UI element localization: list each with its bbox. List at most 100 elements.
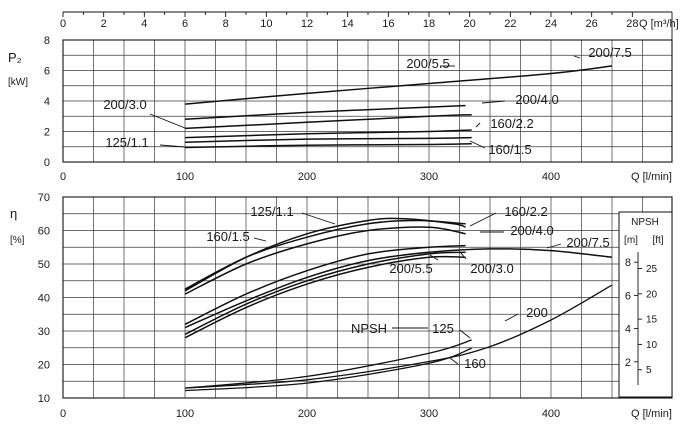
power-curve-125-1-1: [184, 142, 472, 149]
npsh-label-leader: [459, 329, 471, 339]
power-curve-200-5-5: [184, 65, 613, 105]
efficiency-curve-200-3-0: [184, 255, 466, 339]
npsh-ft-tick-label: 15: [646, 315, 658, 326]
power-curve-200-3-0: [184, 113, 472, 130]
power-label-leader: [159, 144, 186, 148]
top-flow-tick-label: 0: [60, 18, 66, 30]
power-y-tick-label: 4: [44, 96, 50, 108]
power-x-tick-label: 200: [298, 171, 316, 183]
efficiency-x-tick-label: 200: [298, 408, 316, 420]
efficiency-curve-160-1-5: [184, 226, 466, 295]
npsh-label-leader: [449, 357, 459, 365]
power-y-unit: [kW]: [8, 77, 28, 88]
power-y-symbol: P₂: [8, 50, 22, 65]
power-curve-160-2-2: [184, 129, 472, 139]
efficiency-label-leader: [469, 212, 497, 227]
efficiency-label-leader: [253, 237, 267, 242]
efficiency-y-tick-label: 40: [38, 293, 50, 305]
npsh-scale-box: [618, 211, 673, 398]
npsh-ft-tick-label: 10: [646, 340, 658, 351]
efficiency-curve-label: 200/7.5: [566, 235, 609, 250]
top-flow-tick-label: 24: [545, 18, 557, 30]
npsh-m-tick-label: 6: [625, 290, 631, 302]
power-x-tick-label: 400: [542, 171, 560, 183]
power-curve-label: 200/5.5: [406, 56, 449, 71]
npsh-curve-label: 125: [432, 321, 454, 336]
efficiency-label-leader: [546, 243, 562, 249]
power-panel-grid: [62, 39, 672, 163]
efficiency-x-tick-label: 100: [176, 408, 194, 420]
efficiency-label-leader: [429, 254, 439, 261]
top-flow-tick-label: 26: [586, 18, 598, 30]
power-x-tick-label: 100: [176, 171, 194, 183]
power-label-leader: [573, 55, 581, 59]
npsh-scale-title: NPSH: [631, 217, 659, 228]
power-curve-label: 200/4.0: [515, 92, 558, 107]
efficiency-curve-label: 200/3.0: [470, 261, 513, 276]
power-label-leader: [481, 100, 506, 104]
power-label-leader: [149, 113, 186, 129]
npsh-m-tick-label: 4: [625, 324, 631, 336]
efficiency-curve-label: 125/1.1: [250, 204, 293, 219]
efficiency-x-tick-label: 300: [420, 408, 438, 420]
efficiency-curve-label: 160/2.2: [504, 204, 547, 219]
power-curve-200-4-0: [184, 104, 466, 121]
efficiency-y-tick-label: 30: [38, 326, 50, 338]
npsh-ft-tick-label: 20: [646, 289, 658, 300]
efficiency-y-tick-label: 50: [38, 259, 50, 271]
top-flow-tick-label: 16: [382, 18, 394, 30]
efficiency-curve-200-5-5: [184, 251, 466, 336]
npsh-curve-160: [184, 347, 472, 392]
top-flow-tick-label: 12: [301, 18, 313, 30]
top-flow-tick-label: 4: [141, 18, 147, 30]
power-curve-label: 125/1.1: [105, 135, 148, 150]
npsh-curve-label: 200: [526, 305, 548, 320]
power-x-axis-label: Q [l/min]: [631, 171, 672, 183]
power-y-tick-label: 6: [44, 66, 50, 78]
npsh-m-tick-label: 8: [625, 257, 631, 269]
power-y-tick-label: 0: [44, 157, 50, 169]
efficiency-label-leader: [459, 251, 467, 260]
efficiency-x-axis-label: Q [l/min]: [631, 408, 672, 420]
npsh-label-leader: [504, 313, 519, 322]
npsh-curve-125: [184, 339, 472, 389]
power-curve-label: 160/2.2: [490, 116, 533, 131]
npsh-ft-tick-label: 5: [646, 365, 652, 376]
power-x-tick-label: 300: [420, 171, 438, 183]
efficiency-y-tick-label: 60: [38, 226, 50, 238]
power-curve-label: 200/7.5: [588, 45, 631, 60]
top-flow-tick-label: 18: [423, 18, 435, 30]
efficiency-curve-200-7-5: [184, 248, 613, 329]
top-flow-tick-label: 2: [101, 18, 107, 30]
efficiency-curve-label: 160/1.5: [206, 229, 249, 244]
power-y-tick-label: 8: [44, 35, 50, 47]
efficiency-x-tick-label: 400: [542, 408, 560, 420]
efficiency-label-leader: [301, 212, 336, 225]
npsh-ft-tick-label: 25: [646, 264, 658, 275]
top-flow-tick-label: 6: [182, 18, 188, 30]
efficiency-y-unit: [%]: [10, 235, 25, 246]
efficiency-y-tick-label: 10: [38, 393, 50, 405]
npsh-curve-label: 160: [464, 356, 486, 371]
npsh-unit-ft: [ft]: [652, 235, 663, 246]
efficiency-y-symbol: η: [10, 206, 17, 221]
efficiency-y-tick-label: 70: [38, 192, 50, 204]
npsh-curve-200: [184, 284, 613, 389]
power-x-tick-label: 0: [60, 171, 66, 183]
efficiency-curve-160-2-2: [184, 219, 466, 290]
top-flow-tick-label: 14: [342, 18, 354, 30]
efficiency-y-tick-label: 20: [38, 360, 50, 372]
efficiency-curve-200-4-0: [184, 244, 466, 325]
efficiency-x-tick-label: 0: [60, 408, 66, 420]
top-flow-tick-label: 20: [464, 18, 476, 30]
power-label-leader: [469, 140, 486, 149]
efficiency-panel-grid: [62, 196, 672, 399]
top-flow-tick-label: 8: [223, 18, 229, 30]
power-curve-label: 200/3.0: [103, 97, 146, 112]
top-flow-tick-label: 10: [260, 18, 272, 30]
npsh-curve-label: NPSH: [351, 321, 387, 336]
top-flow-axis-label: Q [m³/h]: [639, 18, 679, 30]
power-curve-label: 160/1.5: [488, 142, 531, 157]
power-panel-frame: [62, 39, 673, 163]
